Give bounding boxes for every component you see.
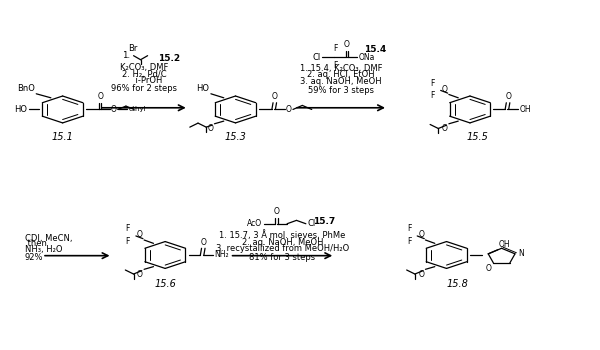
- Text: F: F: [407, 224, 412, 233]
- Text: F: F: [407, 237, 412, 246]
- Text: 3. recystallized from MeOH/H₂O: 3. recystallized from MeOH/H₂O: [216, 244, 349, 253]
- Text: 3. aq. NaOH, MeOH: 3. aq. NaOH, MeOH: [300, 77, 382, 86]
- Text: 15.8: 15.8: [446, 279, 468, 289]
- Text: O: O: [137, 270, 143, 279]
- Text: O: O: [272, 92, 278, 101]
- Text: N: N: [518, 249, 524, 258]
- Text: 15.7: 15.7: [313, 217, 335, 225]
- Text: F: F: [430, 91, 435, 100]
- Text: 81% for 3 steps: 81% for 3 steps: [250, 253, 316, 262]
- Text: 15.4: 15.4: [364, 46, 387, 55]
- Text: O: O: [110, 105, 116, 114]
- Text: 15.1: 15.1: [52, 132, 74, 142]
- Text: Cl: Cl: [307, 219, 315, 228]
- Text: Br: Br: [128, 44, 137, 53]
- Text: O: O: [418, 230, 424, 239]
- Text: O: O: [505, 92, 511, 101]
- Text: O: O: [286, 105, 292, 114]
- Text: 59% for 3 steps: 59% for 3 steps: [308, 86, 374, 95]
- Text: 2. aq. HCl, EtOH: 2. aq. HCl, EtOH: [307, 70, 375, 79]
- Text: 1. 15.4, K₂CO₃, DMF: 1. 15.4, K₂CO₃, DMF: [300, 64, 382, 72]
- Text: HO: HO: [196, 84, 209, 93]
- Text: O: O: [200, 238, 206, 247]
- Text: F: F: [125, 224, 130, 233]
- Text: CDI, MeCN,: CDI, MeCN,: [25, 234, 72, 243]
- Text: 15.2: 15.2: [158, 54, 180, 63]
- Text: NH₂: NH₂: [214, 251, 229, 259]
- Text: O: O: [344, 40, 350, 49]
- Text: 2. aq. NaOH, MeOH: 2. aq. NaOH, MeOH: [242, 238, 323, 247]
- Text: K₂CO₃, DMF: K₂CO₃, DMF: [120, 63, 168, 72]
- Text: O: O: [442, 85, 448, 94]
- Text: 15.6: 15.6: [154, 279, 176, 289]
- Text: 2. H₂, Pd/C: 2. H₂, Pd/C: [122, 70, 166, 79]
- Text: O: O: [485, 264, 491, 273]
- Text: O: O: [208, 125, 213, 133]
- Text: 15.5: 15.5: [466, 132, 488, 142]
- Text: 1.: 1.: [122, 51, 130, 60]
- Text: AcO: AcO: [247, 219, 262, 228]
- Text: NH₃, H₂O: NH₃, H₂O: [25, 245, 62, 254]
- Text: O: O: [97, 92, 103, 101]
- Text: F: F: [430, 79, 435, 88]
- Text: O: O: [274, 207, 280, 216]
- Text: 15.3: 15.3: [224, 132, 247, 142]
- Text: O: O: [137, 230, 143, 239]
- Text: HO: HO: [14, 105, 28, 114]
- Text: OH: OH: [519, 105, 531, 114]
- Text: O: O: [442, 125, 448, 133]
- Text: F: F: [125, 237, 130, 246]
- Text: ethyl: ethyl: [128, 106, 146, 112]
- Text: 96% for 2 steps: 96% for 2 steps: [111, 84, 177, 93]
- Text: F: F: [333, 44, 337, 53]
- Text: O: O: [418, 270, 424, 279]
- Text: Cl: Cl: [312, 53, 320, 62]
- Text: i-PrOH: i-PrOH: [125, 76, 163, 85]
- Text: OH: OH: [499, 240, 511, 249]
- Text: ONa: ONa: [359, 53, 375, 62]
- Text: 92%: 92%: [25, 253, 43, 262]
- Text: F: F: [333, 61, 337, 70]
- Text: 1. 15.7, 3 Å mol. sieves, PhMe: 1. 15.7, 3 Å mol. sieves, PhMe: [219, 231, 346, 240]
- Text: then: then: [25, 239, 46, 248]
- Text: BnO: BnO: [17, 84, 35, 93]
